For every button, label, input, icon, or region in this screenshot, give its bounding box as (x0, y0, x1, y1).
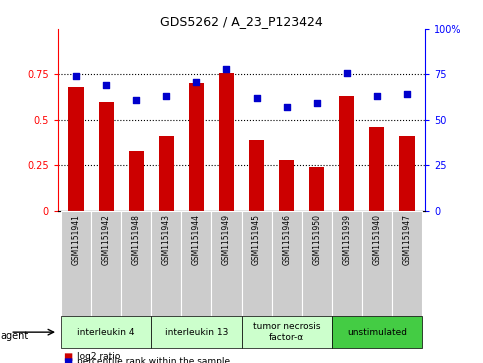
Text: GSM1151944: GSM1151944 (192, 214, 201, 265)
FancyBboxPatch shape (242, 316, 332, 348)
FancyBboxPatch shape (121, 211, 151, 319)
Point (223, 66, 230, 72)
FancyBboxPatch shape (332, 211, 362, 319)
Bar (339, 96, 355, 211)
Text: interleukin 4: interleukin 4 (77, 328, 135, 337)
Bar (249, 140, 264, 211)
Point (102, 82, 110, 88)
Point (343, 70, 351, 76)
Bar (279, 160, 294, 211)
FancyBboxPatch shape (151, 316, 242, 348)
FancyBboxPatch shape (332, 316, 422, 348)
Text: GSM1151942: GSM1151942 (101, 214, 111, 265)
FancyBboxPatch shape (392, 211, 422, 319)
Bar (128, 151, 144, 211)
Point (132, 97, 140, 103)
Text: interleukin 13: interleukin 13 (165, 328, 228, 337)
Point (403, 91, 411, 97)
Text: GSM1151943: GSM1151943 (162, 214, 171, 265)
Text: log2 ratio: log2 ratio (77, 352, 121, 361)
Text: GSM1151947: GSM1151947 (402, 214, 412, 265)
Point (253, 95, 260, 101)
Point (283, 104, 290, 110)
Text: GSM1151945: GSM1151945 (252, 214, 261, 265)
Bar (309, 167, 324, 211)
Text: unstimulated: unstimulated (347, 328, 407, 337)
FancyBboxPatch shape (61, 211, 91, 319)
Text: tumor necrosis
factor-α: tumor necrosis factor-α (253, 322, 320, 342)
Bar (369, 127, 384, 211)
Point (162, 93, 170, 99)
Text: GSM1151949: GSM1151949 (222, 214, 231, 265)
FancyBboxPatch shape (151, 211, 181, 319)
Title: GDS5262 / A_23_P123424: GDS5262 / A_23_P123424 (160, 15, 323, 28)
Text: GSM1151940: GSM1151940 (372, 214, 382, 265)
Text: GSM1151939: GSM1151939 (342, 214, 351, 265)
Bar (189, 83, 204, 211)
Bar (69, 87, 84, 211)
Text: ■: ■ (63, 357, 72, 363)
Bar (159, 136, 174, 211)
Point (313, 101, 321, 106)
FancyBboxPatch shape (302, 211, 332, 319)
Bar (99, 102, 114, 211)
Point (193, 79, 200, 85)
Text: GSM1151946: GSM1151946 (282, 214, 291, 265)
FancyBboxPatch shape (181, 211, 212, 319)
FancyBboxPatch shape (212, 211, 242, 319)
Point (72, 73, 80, 79)
Text: percentile rank within the sample: percentile rank within the sample (77, 358, 230, 363)
FancyBboxPatch shape (271, 211, 302, 319)
FancyBboxPatch shape (242, 211, 271, 319)
FancyBboxPatch shape (91, 211, 121, 319)
Bar (219, 73, 234, 211)
Text: GSM1151948: GSM1151948 (132, 214, 141, 265)
Text: ■: ■ (63, 352, 72, 362)
Text: agent: agent (0, 331, 28, 341)
FancyBboxPatch shape (61, 316, 151, 348)
Text: GSM1151950: GSM1151950 (312, 214, 321, 265)
Point (373, 93, 381, 99)
Bar (399, 136, 414, 211)
Text: GSM1151941: GSM1151941 (71, 214, 81, 265)
FancyBboxPatch shape (362, 211, 392, 319)
